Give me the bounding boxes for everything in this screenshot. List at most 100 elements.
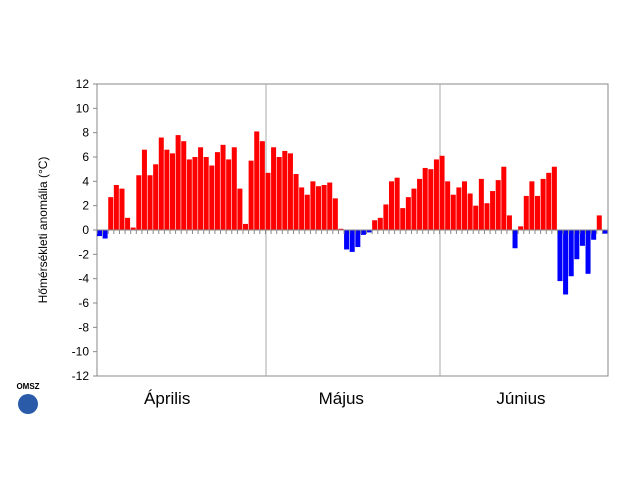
bar: [265, 172, 271, 230]
bar: [125, 217, 131, 230]
bar: [377, 217, 383, 230]
bar: [462, 181, 468, 230]
bar: [563, 230, 569, 295]
bar: [372, 220, 378, 230]
bar: [136, 175, 142, 230]
logo-text: OMSZ: [16, 382, 39, 391]
bar: [417, 178, 423, 230]
bar: [467, 193, 473, 230]
bar: [293, 174, 299, 230]
bar: [551, 166, 557, 230]
y-tick-label: 6: [82, 150, 89, 164]
y-axis-label: Hőmérsékleti anomália (°C): [36, 157, 50, 304]
bar: [170, 153, 176, 230]
bar: [338, 228, 344, 230]
bar: [248, 160, 254, 230]
bar: [422, 167, 428, 230]
bar: [153, 164, 159, 230]
bar: [147, 175, 153, 230]
bar: [119, 188, 125, 230]
bar: [327, 182, 333, 230]
bar: [192, 157, 198, 230]
bar: [400, 208, 406, 230]
bar: [254, 131, 260, 230]
bar: [433, 159, 439, 230]
bar: [546, 172, 552, 230]
bar: [237, 188, 243, 230]
bar: [383, 204, 389, 230]
bar: [445, 181, 451, 230]
bar: [535, 195, 541, 230]
logo-mark: [18, 394, 38, 414]
y-tick-label: -6: [78, 296, 89, 310]
bar: [310, 181, 316, 230]
bar: [282, 150, 288, 230]
x-tick-label: Április: [144, 389, 190, 408]
bar: [186, 159, 192, 230]
y-tick-label: -4: [78, 272, 89, 286]
y-tick-label: -8: [78, 320, 89, 334]
bar: [366, 230, 372, 233]
bar: [287, 153, 293, 230]
bar: [478, 178, 484, 230]
bar: [304, 194, 310, 230]
bar: [411, 188, 417, 230]
bar: [97, 230, 103, 237]
bar: [512, 230, 518, 249]
bar: [484, 203, 490, 230]
logo: OMSZ: [16, 382, 40, 414]
y-tick-label: -2: [78, 247, 89, 261]
bar: [490, 191, 496, 230]
bar: [321, 184, 327, 230]
bar: [175, 135, 181, 230]
bar: [220, 144, 226, 230]
bar: [158, 137, 164, 230]
bar: [501, 166, 507, 230]
bar: [164, 149, 170, 230]
bar: [568, 230, 574, 277]
bar: [231, 147, 237, 230]
bar: [349, 230, 355, 252]
bar: [557, 230, 563, 282]
bar: [405, 197, 411, 230]
bar: [102, 230, 108, 239]
bar: [259, 141, 265, 230]
bar: [602, 230, 608, 234]
bar: [360, 230, 366, 235]
bar: [198, 147, 204, 230]
bar: [243, 223, 249, 230]
bar: [456, 187, 462, 230]
bar: [579, 230, 585, 246]
bar: [495, 180, 501, 230]
y-tick-label: 0: [82, 223, 89, 237]
bar: [181, 141, 187, 230]
bar: [596, 215, 602, 230]
bar: [108, 197, 114, 230]
bar: [332, 198, 338, 230]
x-tick-label: Június: [496, 389, 545, 408]
bar: [389, 181, 395, 230]
bar: [316, 186, 322, 230]
bar: [276, 157, 282, 230]
bar: [506, 215, 512, 230]
bar: [529, 181, 535, 230]
bar: [226, 159, 232, 230]
y-tick-label: 10: [76, 101, 90, 115]
bar: [203, 157, 209, 230]
bar: [585, 230, 591, 274]
bar: [214, 152, 220, 230]
bar: [209, 165, 215, 230]
y-tick-label: 12: [76, 77, 90, 91]
bar: [130, 227, 136, 230]
y-tick-label: 8: [82, 126, 89, 140]
bar: [574, 230, 580, 260]
bar: [113, 184, 119, 230]
y-tick-label: -10: [72, 345, 90, 359]
bar: [439, 155, 445, 230]
bar: [473, 205, 479, 230]
bar: [591, 230, 597, 240]
bar: [344, 230, 350, 250]
bar: [540, 178, 546, 230]
